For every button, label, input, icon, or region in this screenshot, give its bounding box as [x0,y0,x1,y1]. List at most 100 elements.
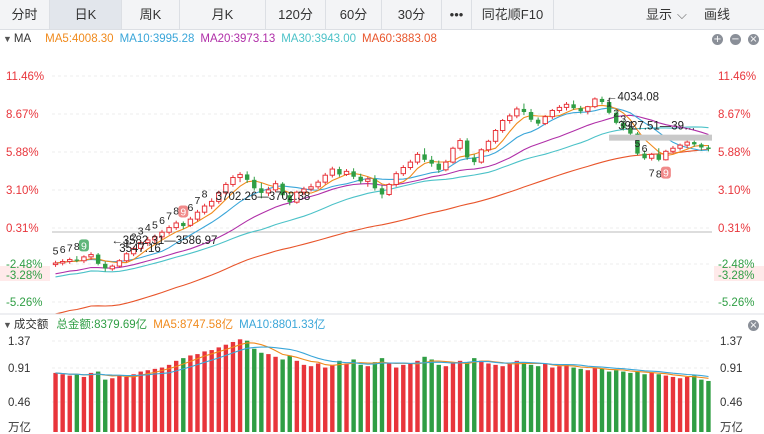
candle-body [556,106,563,111]
volume-bar [628,372,633,432]
volume-bar [294,360,300,432]
volume-bar [649,372,654,432]
tab-60min[interactable]: 60分 [326,0,382,29]
candle-body [635,133,640,154]
volume-bar [365,366,371,432]
volume-bar [202,351,207,432]
candle-body [535,119,541,124]
candle-body [407,161,414,169]
tab-more[interactable]: ••• [442,0,472,29]
candle-body [358,176,363,182]
tab-daily-k[interactable]: 日K [50,0,122,29]
price-tick-right: -5.26% [718,297,754,309]
zoom-out-icon[interactable]: − [730,34,741,45]
candle-body [400,167,406,175]
candle-body [464,140,470,158]
price-tick-right: 8.67% [718,109,751,121]
candle-body [422,154,427,160]
volume-close-icon[interactable]: × [748,320,759,331]
volume-bar [209,350,214,432]
close-icon[interactable]: × [748,34,759,45]
candle-body [59,261,66,264]
candle-body [379,188,385,195]
tab-monthly-k[interactable]: 月K [180,0,266,29]
draw-line-button[interactable]: 画线 [704,7,731,22]
tab-intraday[interactable]: 分时 [0,0,50,29]
volume-tick-right: 0.46 [720,397,742,409]
candle-body [280,183,285,196]
td-nine-badge [78,239,89,252]
candle-body [571,104,576,109]
candle-body [507,115,513,122]
candle-body [450,147,456,163]
zoom-in-icon[interactable]: + [712,34,723,45]
volume-bar [308,366,314,432]
volume-bar [528,364,534,432]
candle-body [223,183,229,194]
candle-body [181,222,186,227]
candle-body [187,218,194,226]
volume-bar [699,379,704,432]
candle-body [308,186,314,190]
td-label: 9 [81,240,87,252]
volume-bar [95,371,101,432]
candle-body [521,108,527,113]
candle-body [628,128,633,134]
price-tick-left: -3.28% [6,270,42,282]
candle-body [159,231,165,238]
price-tick-right: -2.48% [718,259,754,271]
ma-label: MA [13,33,32,45]
volume-bar [166,364,172,432]
candle-body [592,98,598,108]
candle-body [457,140,463,149]
candle-body [485,140,492,151]
volume-bar [301,364,307,432]
candle-body [478,149,485,163]
candle-body [372,179,378,189]
tab-120min[interactable]: 120分 [266,0,326,29]
gap-band [609,134,712,141]
tab-30min[interactable]: 30分 [382,0,442,29]
display-dropdown[interactable]: 显示 ⌵ [646,0,687,29]
candle-body [74,259,80,261]
volume-bar [472,358,477,432]
candle-body [429,159,434,164]
volume-bar [358,364,363,432]
td-label: 4 [145,222,151,234]
candle-body [563,103,570,108]
volume-ma10: MA10:8801.33亿 [239,319,326,331]
candle-body [414,153,421,163]
volume-bar [379,358,385,432]
volume-bar [613,370,619,432]
candle-body [699,144,704,148]
volume-bar [585,370,591,432]
price-tick-left: -5.26% [6,297,42,309]
candle-body [265,189,272,194]
volume-bar [237,339,243,432]
ma30-value: MA30:3943.00 [281,33,357,45]
candle-body [67,259,73,263]
volume-bar [74,374,80,432]
price-tick-right: 0.31% [718,223,751,235]
low-price-label: 3547.16 [119,243,161,255]
candle-body [301,188,307,193]
candle-body [492,130,499,142]
volume-bar [663,375,669,432]
volume-bar [344,363,349,432]
volume-bar [621,371,626,432]
volume-caret-icon: ▼ [3,320,12,330]
tab-f10[interactable]: 同花顺F10 [472,0,554,29]
candle-body [130,247,137,255]
volume-bar [273,356,278,432]
candle-body [244,174,250,180]
td-label: 5 [53,246,59,258]
volume-bar [280,359,285,432]
volume-bar [259,352,264,432]
volume-bar [564,364,569,432]
tab-weekly-k[interactable]: 周K [122,0,180,29]
candle-body [648,153,655,159]
candle-body [287,195,292,203]
td-label: 3 [138,226,144,238]
volume-bar [117,375,122,432]
